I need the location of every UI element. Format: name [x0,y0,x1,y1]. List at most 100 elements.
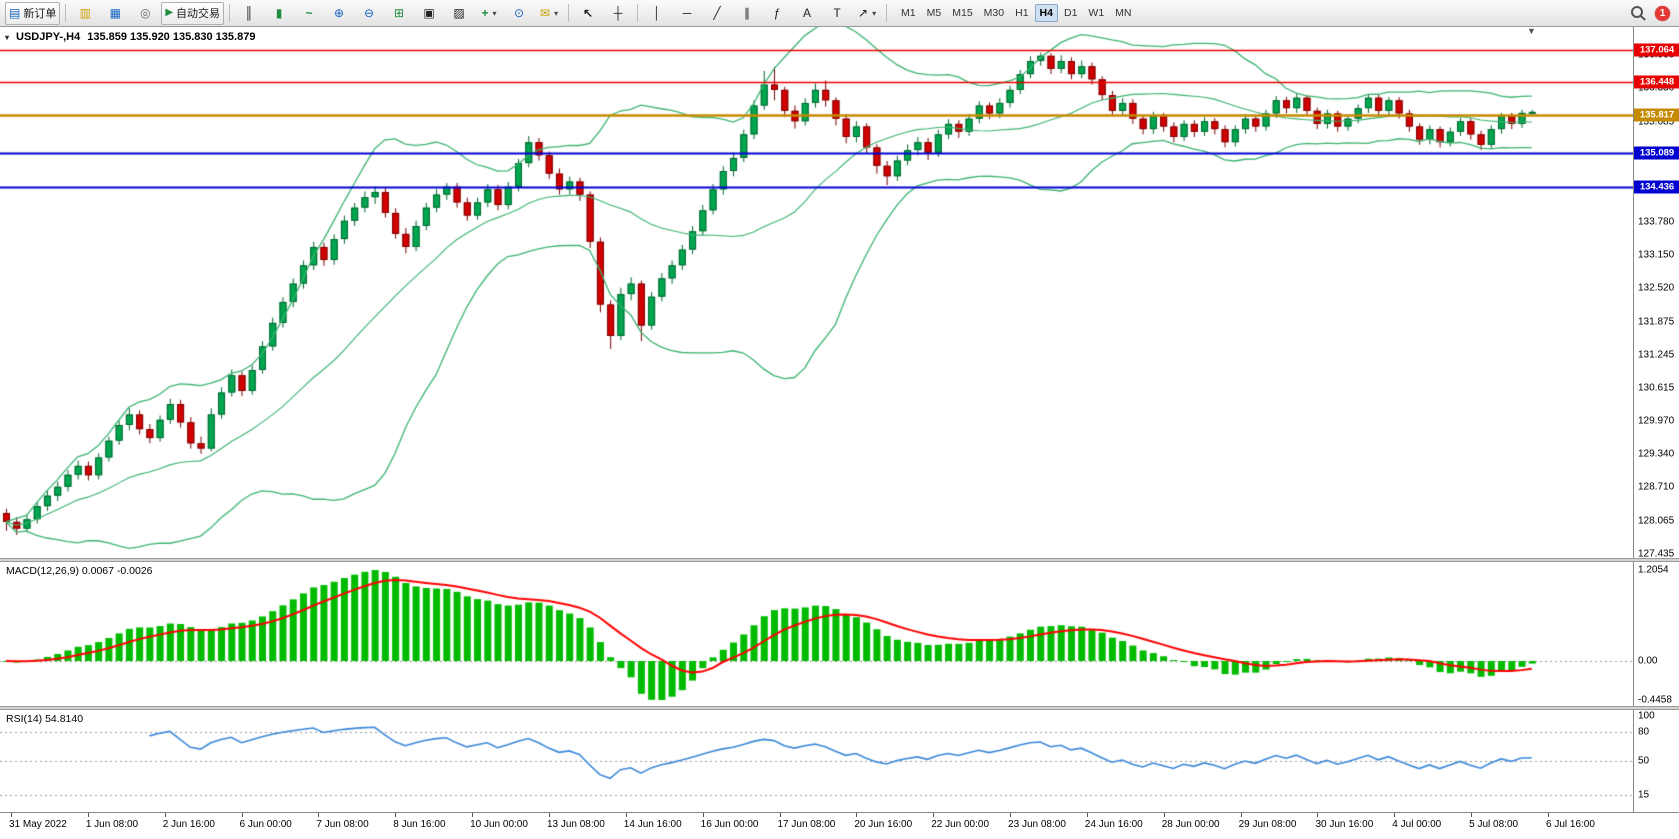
channel-icon: ∥ [744,6,751,20]
price-axis-label: 127.435 [1638,548,1675,560]
rsi-axis-label: 80 [1638,726,1650,738]
fibonacci-button[interactable]: ƒ [763,2,791,25]
time-axis[interactable]: 31 May 2022 1 Jun 08:00 2 Jun 16:00 6 Jun 0… [0,812,1679,839]
time-axis-label: 6 Jun 00:00 [239,819,292,830]
trendline-button[interactable]: ╱ [703,2,731,25]
timeframe-button-d1[interactable]: D1 [1063,7,1078,19]
time-axis-tick [241,813,243,817]
chart-menu-icon[interactable]: ▾ [5,32,10,42]
timeframe-button-m5[interactable]: M5 [926,7,942,19]
time-axis-label: 13 Jun 08:00 [546,819,605,830]
macd-label: MACD(12,26,9) 0.0067 -0.0026 [6,565,153,577]
horizontal-line-button[interactable]: ─ [673,2,701,25]
time-axis-label: 20 Jun 16:00 [854,819,913,830]
tile-windows-button[interactable]: ▣ [415,2,443,25]
channel-button[interactable]: ∥ [733,2,761,25]
auto-trading-button[interactable]: ▶ 自动交易 [161,1,225,25]
timeframe-button-mn[interactable]: MN [1115,7,1132,19]
data-window-icon: ▦ [109,6,122,20]
new-chart-button[interactable]: + ▾ [475,2,503,25]
tile-windows-icon: ▣ [423,6,435,20]
price-line-label: 134.436 [1634,180,1679,194]
cursor-button[interactable]: ↖ [574,2,602,25]
symbol-title: USDJPY-,H4 [16,31,81,43]
new-order-button[interactable]: ▤ 新订单 [5,1,61,25]
auto-trading-icon: ▶ [165,7,174,18]
vertical-line-button[interactable]: │ [643,2,671,25]
grid-button[interactable]: ⊞ [385,2,413,25]
price-line-label: 135.089 [1634,146,1679,160]
navigator-button[interactable]: ◎ [131,2,159,25]
rsi-panel: RSI(14) 54.8140 [0,710,1633,812]
time-axis-tick [1163,813,1165,817]
timeframe-button-m30[interactable]: M30 [983,7,1005,19]
time-axis-label: 30 Jun 16:00 [1315,819,1374,830]
zoom-out-button[interactable]: ⊖ [355,2,383,25]
panel-splitter[interactable] [0,558,1679,562]
bar-chart-button[interactable]: ║ [235,2,263,25]
time-axis-tick [11,813,12,817]
crosshair-button[interactable]: ┼ [604,2,632,25]
timeframe-button-w1[interactable]: W1 [1088,7,1105,19]
text-label-button[interactable]: T [823,2,851,25]
main-chart-canvas[interactable] [0,27,1633,558]
line-chart-button[interactable]: ~ [295,2,323,25]
time-axis-label: 24 Jun 16:00 [1084,819,1143,830]
timeframe-button-h4[interactable]: H4 [1034,4,1058,22]
time-axis-label: 29 Jun 08:00 [1238,819,1297,830]
bar-chart-icon: ║ [244,6,254,20]
time-axis-label: 17 Jun 08:00 [777,819,836,830]
market-watch-icon: ▥ [79,6,92,20]
macd-axis-label: 1.2054 [1638,564,1669,576]
time-axis-label: 28 Jun 00:00 [1161,819,1220,830]
panel-splitter[interactable] [0,706,1679,710]
timeframe-button-h1[interactable]: H1 [1015,7,1029,19]
trendline-icon: ╱ [713,6,721,20]
zoom-in-button[interactable]: ⊕ [325,2,353,25]
time-axis-label: 8 Jun 16:00 [393,819,446,830]
time-axis-label: 31 May 2022 [9,819,67,830]
auto-trading-label: 自动交易 [176,8,221,20]
toolbar-separator [637,4,639,22]
grid-icon: ⊞ [394,6,405,20]
main-chart-panel: ▾ USDJPY-,H4 135.859 135.920 135.830 135… [0,26,1633,558]
price-axis[interactable]: 136.960136.330135.685133.780133.150132.5… [1633,27,1679,812]
alerts-button[interactable]: ✉ ▾ [535,2,563,25]
toolbar-separator [886,4,888,22]
search-icon[interactable] [1631,6,1643,18]
market-watch-button[interactable]: ▥ [71,2,99,25]
timeframe-button-m15[interactable]: M15 [952,7,973,19]
price-axis-label: 135.685 [1638,116,1675,128]
price-axis-label: 133.150 [1638,249,1675,261]
notification-badge[interactable]: 1 [1655,5,1670,21]
new-order-label: 新订单 [23,8,57,20]
timeframe-button-m1[interactable]: M1 [901,7,916,19]
candlestick-chart-button[interactable]: ▮ [265,2,293,25]
time-axis-tick [1240,813,1242,817]
zoom-in-icon: ⊕ [334,6,345,20]
time-axis-label: 7 Jun 08:00 [316,819,369,830]
text-button[interactable]: A [793,2,821,25]
cascade-windows-button[interactable]: ▨ [445,2,473,25]
price-axis-label: 129.970 [1638,415,1675,427]
time-axis-label: 23 Jun 08:00 [1008,819,1066,830]
arrows-button[interactable]: ↗ ▾ [853,2,881,25]
rsi-canvas[interactable] [0,710,1633,812]
chart-shift-marker-icon[interactable]: ▼ [1527,26,1536,36]
rsi-axis-label: 50 [1638,755,1650,767]
data-window-button[interactable]: ▦ [101,2,129,25]
timeframe-toolbar: M1 M5 M15 M30 H1 H4 D1 W1 MN [896,4,1136,22]
time-axis-tick [702,813,704,817]
time-axis-tick [87,813,89,817]
time-axis-label: 4 Jul 00:00 [1392,819,1442,830]
text-label-icon: T [833,6,841,20]
time-axis-tick [1471,813,1473,817]
price-axis-label: 131.875 [1638,316,1675,328]
line-chart-icon: ~ [305,6,313,20]
macd-canvas[interactable] [0,562,1633,706]
time-axis-tick [779,813,781,817]
time-axis-label: 14 Jun 16:00 [623,819,682,830]
arrow-shape-icon: ↗ [858,6,869,20]
cursor-icon: ↖ [583,6,594,20]
profiles-button[interactable]: ⊙ [505,2,533,25]
